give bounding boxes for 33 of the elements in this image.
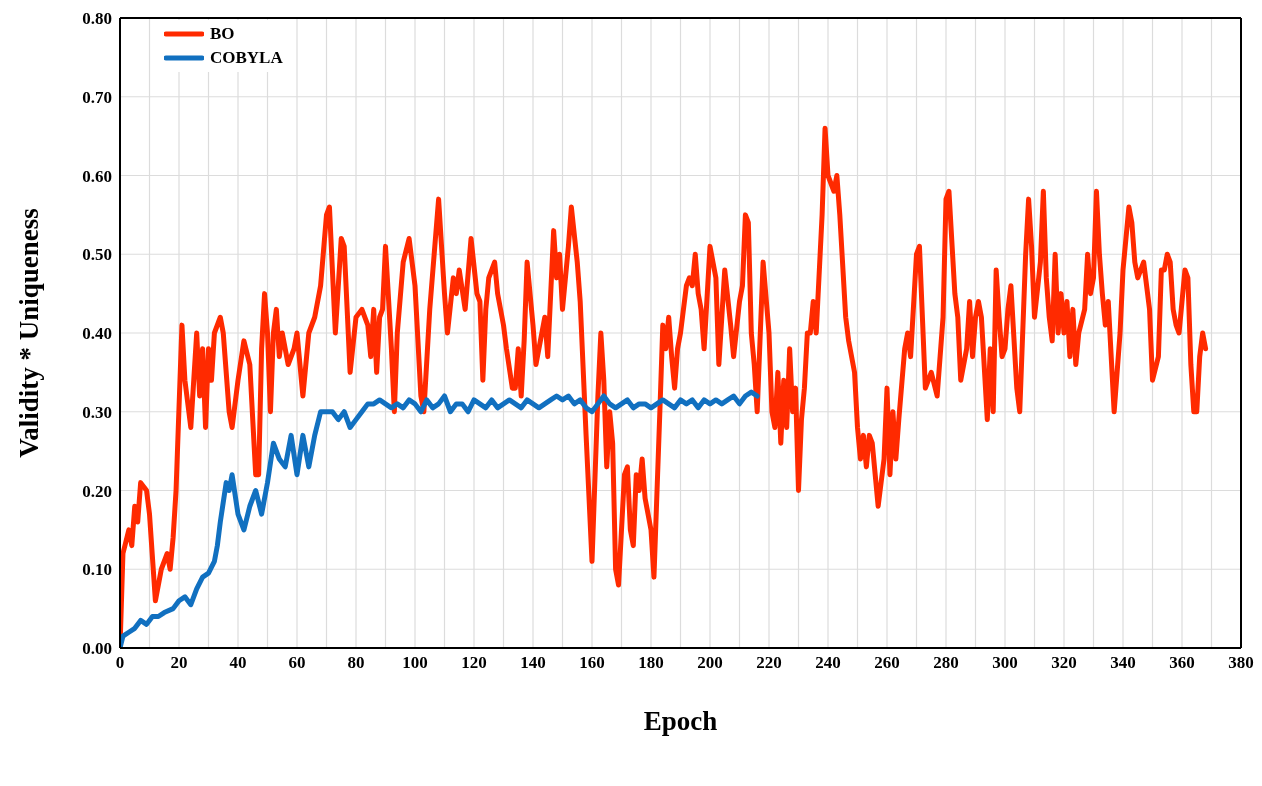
x-tick-label: 140 [520, 653, 546, 673]
x-tick-label: 320 [1051, 653, 1077, 673]
y-axis-title: Validity * Uniqueness [13, 208, 44, 458]
legend-label: COBYLA [210, 47, 283, 69]
y-tick-label: 0.40 [82, 324, 112, 344]
x-axis-title: Epoch [643, 706, 718, 736]
legend-label: BO [210, 23, 235, 45]
x-tick-label: 200 [697, 653, 723, 673]
x-tick-label: 360 [1169, 653, 1195, 673]
x-tick-label: 0 [115, 653, 125, 673]
y-tick-label: 0.80 [82, 9, 112, 29]
x-tick-label: 260 [874, 653, 900, 673]
y-tick-label: 0.10 [82, 560, 112, 580]
x-tick-label: 160 [579, 653, 605, 673]
x-tick-label: 20 [170, 653, 188, 673]
y-tick-label: 0.30 [82, 402, 112, 422]
x-tick-label: 380 [1228, 653, 1254, 673]
x-tick-label: 220 [756, 653, 782, 673]
y-tick-label: 0.00 [82, 639, 112, 659]
x-tick-label: 120 [461, 653, 487, 673]
x-tick-label: 60 [288, 653, 306, 673]
x-tick-label: 300 [992, 653, 1018, 673]
x-tick-label: 100 [402, 653, 428, 673]
x-tick-label: 180 [638, 653, 664, 673]
x-tick-label: 280 [933, 653, 959, 673]
y-tick-label: 0.20 [82, 481, 112, 501]
x-tick-label: 240 [815, 653, 841, 673]
y-tick-label: 0.60 [82, 166, 112, 186]
y-tick-label: 0.50 [82, 245, 112, 265]
x-tick-label: 80 [347, 653, 365, 673]
x-tick-label: 40 [229, 653, 247, 673]
y-tick-label: 0.70 [82, 87, 112, 107]
x-tick-label: 340 [1110, 653, 1136, 673]
